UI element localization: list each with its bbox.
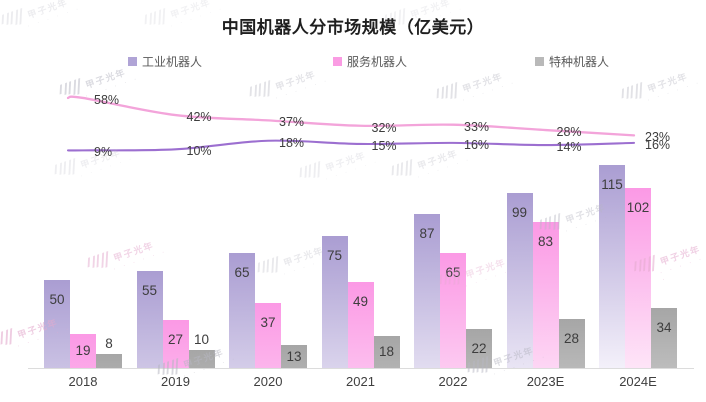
bar-value-label: 10	[193, 332, 210, 348]
bar-特种机器人-2019	[188, 350, 215, 368]
bar-value-label: 87	[419, 226, 435, 242]
bar-工业机器人-2020	[229, 253, 255, 368]
legend-label: 工业机器人	[142, 55, 203, 69]
x-axis-label: 2023E	[526, 374, 565, 389]
bar-value-label: 19	[75, 343, 91, 359]
bar-value-label: 22	[471, 340, 487, 356]
bar-特种机器人-2021	[373, 336, 400, 368]
purple-growth-line	[66, 139, 636, 152]
line-value-label: 23%	[645, 130, 671, 145]
bar-value-label: 13	[286, 348, 302, 364]
chart-title: 中国机器人分市场规模（亿美元）	[221, 18, 485, 37]
bar-服务机器人-2022	[440, 253, 466, 368]
bar-value-label: 83	[537, 233, 554, 249]
bar-value-label: 50	[49, 291, 65, 307]
legend-item-industrial: 工业机器人	[128, 53, 202, 70]
bar-服务机器人-2024E	[625, 187, 651, 368]
pink-growth-line	[66, 95, 636, 137]
legend-item-special: 特种机器人	[535, 53, 609, 70]
bar-特种机器人-2023E	[558, 318, 585, 368]
bar-特种机器人-2018	[96, 353, 122, 368]
bar-服务机器人-2021	[347, 281, 374, 368]
line-value-label: 42%	[186, 110, 212, 125]
legend: 工业机器人 服务机器人 特种机器人	[0, 53, 706, 71]
bar-value-label: 75	[326, 247, 343, 263]
bar-特种机器人-2020	[281, 345, 307, 368]
x-axis-line	[28, 368, 694, 369]
bar-value-label: 27	[167, 332, 184, 348]
bar-工业机器人-2019	[136, 270, 163, 368]
legend-label: 服务机器人	[347, 55, 408, 69]
bar-特种机器人-2024E	[651, 307, 677, 368]
line-value-label: 9%	[94, 145, 113, 160]
line-value-label: 18%	[279, 135, 305, 150]
line-value-label: 37%	[279, 115, 305, 130]
legend-label: 特种机器人	[549, 55, 610, 69]
legend-item-service: 服务机器人	[333, 53, 407, 70]
bar-value-label: 65	[445, 265, 461, 281]
industrial-swatch-icon	[128, 57, 137, 66]
line-value-label: 32%	[371, 120, 397, 135]
bar-value-label: 49	[352, 293, 369, 309]
bar-value-label: 99	[511, 205, 528, 221]
x-axis-label: 2024E	[619, 374, 657, 389]
line-value-label: 58%	[94, 92, 120, 107]
x-axis-label: 2022	[438, 374, 468, 389]
line-value-label: 10%	[186, 144, 212, 159]
line-value-label: 15%	[371, 138, 397, 153]
bar-value-label: 8	[105, 335, 113, 351]
bar-工业机器人-2023E	[506, 193, 533, 368]
bar-工业机器人-2024E	[599, 165, 625, 368]
line-value-label: 33%	[464, 119, 490, 134]
bar-value-label: 115	[601, 177, 623, 193]
line-value-label: 16%	[645, 137, 671, 152]
bar-value-label: 102	[626, 199, 650, 215]
x-axis-label: 2021	[346, 374, 375, 389]
special-swatch-icon	[535, 57, 544, 66]
line-value-label: 14%	[556, 140, 582, 155]
bar-value-label: 28	[563, 330, 580, 346]
bar-value-label: 37	[260, 314, 276, 330]
bar-服务机器人-2023E	[532, 221, 559, 368]
bar-value-label: 55	[141, 282, 158, 298]
bar-工业机器人-2018	[44, 279, 70, 368]
line-value-label: 16%	[464, 137, 490, 152]
bar-服务机器人-2020	[255, 302, 281, 368]
bar-value-label: 18	[378, 344, 395, 360]
x-axis-label: 2018	[68, 374, 98, 389]
x-axis-label: 2020	[253, 374, 283, 389]
bar-服务机器人-2018	[70, 334, 96, 368]
bar-value-label: 65	[234, 265, 250, 281]
line-value-label: 28%	[556, 125, 582, 140]
x-axis-label: 2019	[161, 374, 190, 389]
bar-工业机器人-2022	[414, 214, 440, 368]
bar-value-label: 34	[656, 319, 672, 335]
bar-工业机器人-2021	[321, 235, 348, 368]
service-swatch-icon	[333, 57, 342, 66]
